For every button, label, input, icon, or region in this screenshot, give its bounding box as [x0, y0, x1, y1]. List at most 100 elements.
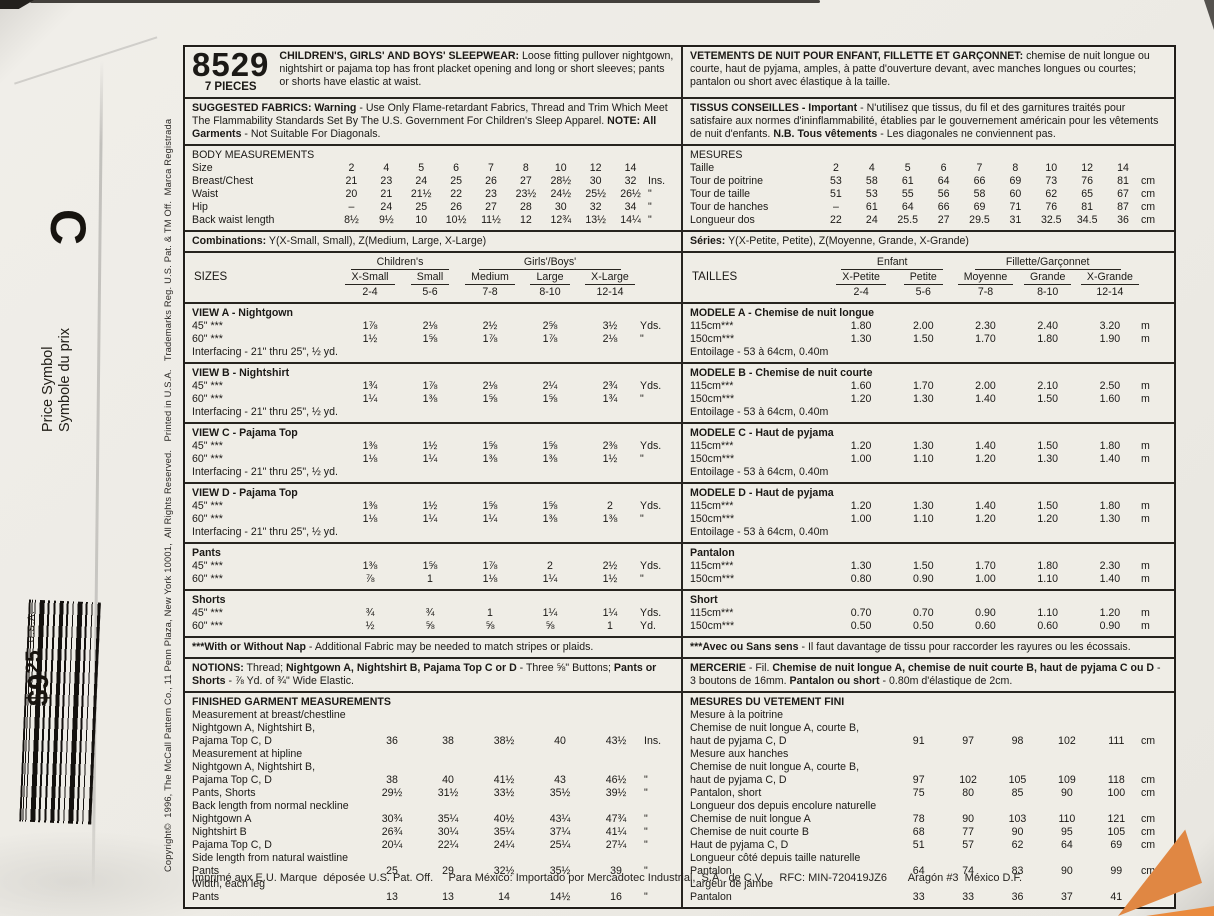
cell: 1⅝ — [482, 500, 498, 512]
fabric-width: 115cm*** — [690, 607, 734, 619]
row-label: Tour de poitrine — [690, 175, 764, 187]
fabric-width: 115cm*** — [690, 320, 734, 332]
combinations-en: Combinations: Y(X-Small, Small), Z(Mediu… — [185, 232, 681, 251]
finished-row: Haut de pyjama C, D 51 57 62 64 69 cm — [690, 839, 1167, 852]
cell: 1.80 — [1099, 500, 1121, 512]
entoilage-note: Entoilage - 53 à 64cm, 0.40m — [690, 526, 829, 538]
cell: 46½ — [605, 774, 627, 786]
view-title: VIEW D - Pajama Top — [192, 487, 298, 499]
fabric-width: 150cm*** — [690, 620, 735, 632]
fabrics-french: TISSUS CONSEILLES - Important - N'utilis… — [681, 99, 1174, 144]
cell: 73 — [1045, 175, 1058, 187]
unit: m — [1141, 500, 1150, 512]
size-header-grid-en: SIZES Children's Girls'/Boys' X-Small Sm… — [192, 256, 674, 299]
cell: 2.40 — [1037, 320, 1058, 332]
yardage-section: VIEW A - Nightgown 45" *** 1⅞ 2⅛ 2½ 2⅝ 3… — [185, 302, 1174, 362]
cell: 1⅝ — [422, 333, 438, 345]
cell: 7 — [976, 162, 983, 174]
cell: 2 — [348, 162, 355, 174]
fabrics-warning-en: SUGGESTED FABRICS: Warning - Use Only Fl… — [192, 102, 674, 141]
fabric-width: 45" *** — [192, 380, 223, 392]
mercerie-segment: MERCERIE — [690, 662, 746, 674]
unit: " — [644, 774, 648, 786]
cell: 25 — [386, 865, 398, 877]
cell: 22¼ — [437, 839, 459, 851]
row-label: Pajama Top C, D — [192, 774, 272, 786]
garment-description-en: CHILDREN'S, GIRLS' AND BOYS' SLEEPWEAR: … — [279, 50, 674, 94]
cell: 1.40 — [975, 500, 996, 512]
yardage-row: 60" *** 1⅛ 1¼ 1⅜ 1⅜ 1½ " — [192, 453, 674, 466]
yardage-rows: 115cm*** 1.30 1.50 1.70 1.80 2.30 m 150c… — [690, 560, 1167, 586]
cell: – — [348, 201, 355, 213]
cell: 26¾ — [381, 826, 403, 838]
combinations-segment: Y(X-Petite, Petite), Z(Moyenne, Grande, … — [725, 235, 969, 247]
finished-row: Back length from normal neckline — [192, 800, 674, 813]
description-segment: Loose fitting pullover nightgown, nights… — [279, 50, 674, 88]
cell: 2.30 — [1099, 560, 1121, 572]
finished-row: haut de pyjama C, D 91 97 98 102 111 cm — [690, 735, 1167, 748]
unit: " — [644, 891, 648, 903]
fabric-width: 60" *** — [192, 333, 223, 345]
cell: 20 — [345, 188, 358, 200]
yardage-fr: MODELE D - Haut de pyjama 115cm*** 1.20 … — [681, 484, 1174, 542]
cell: 32.5 — [1040, 214, 1062, 226]
nap-line-en: ***With or Without Nap - Additional Fabr… — [192, 641, 674, 654]
body-measurements-title-fr: MESURES — [690, 149, 743, 161]
yardage-row: 45" *** 1⅜ 1½ 1⅝ 1⅝ 2 Yds. — [192, 500, 674, 513]
cell: 1½ — [602, 453, 618, 465]
yardage-rows: 45" *** 1⅜ 1½ 1⅝ 1⅝ 2⅜ Yds. 60" *** 1⅛ 1… — [192, 440, 674, 466]
row-label: Taille — [690, 162, 715, 174]
fabric-width: 45" *** — [192, 560, 223, 572]
cell: 56 — [937, 188, 950, 200]
fabric-width: 45" *** — [192, 500, 223, 512]
yardage-fr: MODELE C - Haut de pyjama 115cm*** 1.20 … — [681, 424, 1174, 482]
cell: 29½ — [381, 787, 403, 799]
cell: 43¼ — [549, 813, 571, 825]
copyright-line: Copyright© 1996, The McCall Pattern Co.,… — [163, 118, 173, 872]
unit: cm — [1141, 839, 1156, 851]
unit: " — [644, 865, 648, 877]
row-label: Nightgown A — [192, 813, 252, 825]
cell: 76 — [1045, 201, 1058, 213]
cell: 14½ — [549, 891, 571, 903]
cell: 1¾ — [362, 380, 378, 392]
row-label: Pants, Shorts — [192, 787, 256, 799]
modele-title: MODELE B - Chemise de nuit courte — [690, 367, 873, 379]
finished-row: Measurement at hipline — [192, 748, 674, 761]
cell: 1⅜ — [422, 393, 438, 405]
unit: cm — [1141, 774, 1156, 786]
yardage-row: 115cm*** 1.20 1.30 1.40 1.50 1.80 m — [690, 440, 1167, 453]
cell: 10 — [415, 214, 428, 226]
cell: 10 — [1045, 162, 1058, 174]
finished-row: Mesure aux hanches — [690, 748, 1167, 761]
cell: 91 — [912, 735, 925, 747]
finished-en: FINISHED GARMENT MEASUREMENTS Measuremen… — [185, 693, 681, 907]
fabric-width: 150cm*** — [690, 393, 735, 405]
unit: " — [640, 573, 644, 585]
view-title: Pants — [192, 547, 221, 559]
notions-segment: NOTIONS: — [192, 662, 244, 674]
section-header: 8529 7 PIECES CHILDREN'S, GIRLS' AND BOY… — [185, 47, 1174, 97]
yardage-rows: 115cm*** 0.70 0.70 0.90 1.10 1.20 m 150c… — [690, 607, 1167, 633]
cell: 1⅝ — [482, 440, 498, 452]
yardage-row: 60" *** ⅞ 1 1⅛ 1¼ 1½ " — [192, 573, 674, 586]
finished-row: Longueur côté depuis taille naturelle — [690, 852, 1167, 865]
cell: 31 — [1009, 214, 1022, 226]
yardage-rows: 45" *** 1¾ 1⅞ 2⅛ 2¼ 2¾ Yds. 60" *** 1¼ 1… — [192, 380, 674, 406]
cell: 41¼ — [605, 826, 627, 838]
yardage-en: VIEW B - Nightshirt 45" *** 1¾ 1⅞ 2⅛ 2¼ … — [185, 364, 681, 422]
cell: 32 — [624, 175, 637, 187]
cell: 1.40 — [975, 393, 996, 405]
cell: 95 — [1060, 826, 1073, 838]
section-finished-measurements: FINISHED GARMENT MEASUREMENTS Measuremen… — [185, 691, 1174, 907]
row-label: Back waist length — [192, 214, 275, 226]
body-measurements-title-en: BODY MEASUREMENTS — [192, 149, 315, 161]
unit: " — [640, 333, 644, 345]
yardage-rows: 45" *** 1⅜ 1⅝ 1⅞ 2 2½ Yds. 60" *** ⅞ 1 1… — [192, 560, 674, 586]
notions-segment: Pants or Shorts — [192, 662, 657, 687]
cell: 40½ — [493, 813, 515, 825]
mercerie-segment: Chemise de nuit longue A, chemise de nui… — [772, 662, 1155, 674]
cell: 6 — [453, 162, 460, 174]
cell: 0.90 — [1099, 620, 1121, 632]
cell: 0.70 — [912, 607, 934, 619]
